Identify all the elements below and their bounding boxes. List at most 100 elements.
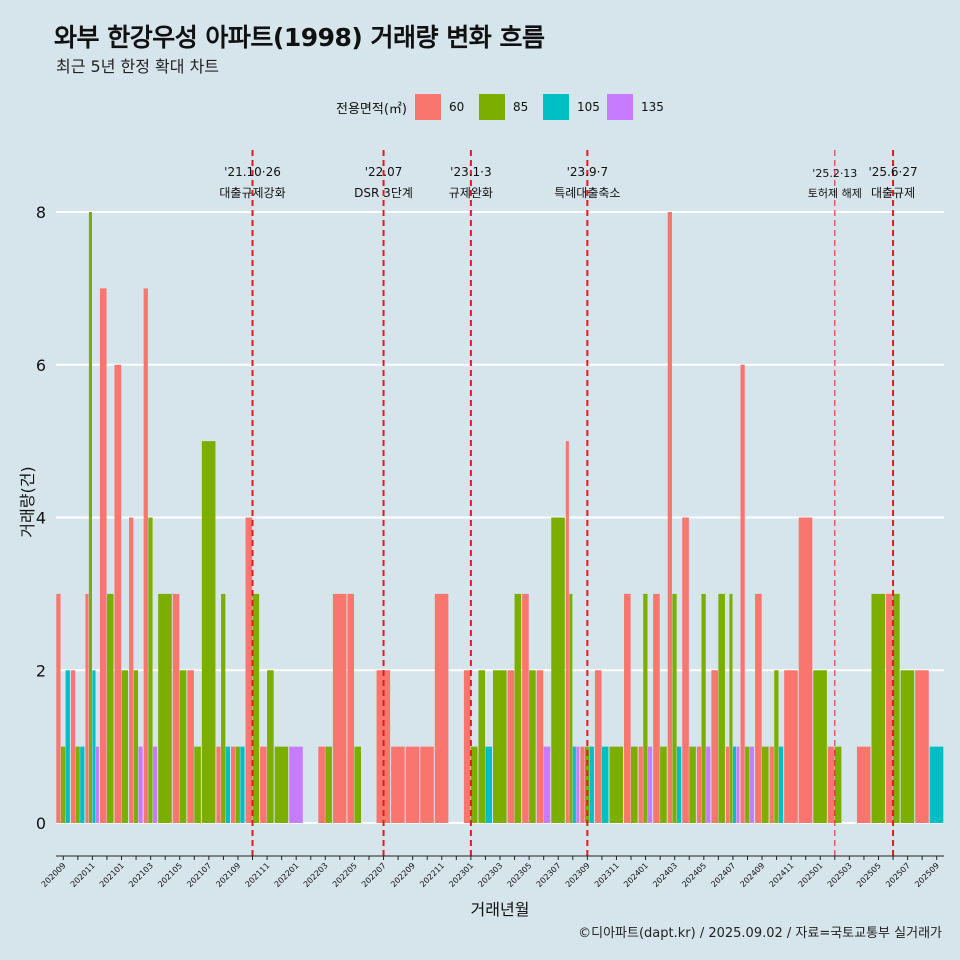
bar-60-202404 bbox=[682, 517, 689, 823]
chart-title: 와부 한강우성 아파트(1998) 거래량 변화 흐름 bbox=[54, 23, 545, 52]
bar-85-202502 bbox=[834, 746, 842, 824]
bar-85-202405 bbox=[701, 593, 706, 824]
bar-60-202309 bbox=[580, 746, 585, 824]
x-tick-label: 202507 bbox=[884, 861, 912, 889]
bar-60-202203 bbox=[318, 746, 325, 824]
x-axis: 202009 202011 202101 202103 202105 202107 2021… bbox=[40, 855, 944, 889]
x-tick-label: 202209 bbox=[389, 861, 417, 889]
x-tick-label: 202309 bbox=[564, 861, 592, 889]
bar-135-202011 bbox=[95, 746, 99, 824]
x-tick-label: 202403 bbox=[651, 861, 679, 889]
y-axis-title: 거래량(건) bbox=[18, 466, 37, 537]
annotation-date: '23.9·7 bbox=[567, 165, 608, 179]
bar-85-202012 bbox=[106, 593, 114, 824]
bar-60-202205 bbox=[347, 593, 355, 824]
x-tick-label: 202101 bbox=[98, 861, 126, 889]
bar-60-202406 bbox=[711, 670, 718, 823]
bar-85-202410 bbox=[774, 670, 779, 823]
y-tick-label: 2 bbox=[36, 661, 46, 680]
bar-60-202208 bbox=[391, 746, 405, 824]
bar-105-202009 bbox=[65, 670, 70, 823]
annotation-date: '23.1·3 bbox=[450, 165, 491, 179]
bar-60-202401 bbox=[638, 746, 643, 824]
x-tick-label: 202211 bbox=[418, 861, 446, 889]
bar-85-202305 bbox=[529, 670, 536, 823]
x-tick-label: 202311 bbox=[593, 861, 621, 889]
bar-105-202410 bbox=[778, 746, 784, 824]
legend-item-60: 60 bbox=[414, 94, 473, 120]
bar-105-202310 bbox=[601, 746, 609, 824]
bar-135-202308 bbox=[576, 746, 580, 824]
bar-60-202207 bbox=[376, 670, 391, 823]
x-tick-label: 202107 bbox=[185, 861, 213, 889]
bar-105-202010 bbox=[80, 746, 85, 824]
bar-85-202205 bbox=[354, 746, 362, 824]
bar-60-202102 bbox=[129, 517, 134, 823]
x-tick-label: 202509 bbox=[913, 861, 941, 889]
bar-135-202306 bbox=[543, 746, 551, 824]
x-tick-label: 202501 bbox=[797, 861, 825, 889]
legend-label-135: 135 bbox=[640, 100, 664, 114]
bar-60-202502 bbox=[827, 746, 835, 824]
annotation-date: '21.10·26 bbox=[224, 165, 281, 179]
x-tick-label: 202407 bbox=[709, 861, 737, 889]
bar-60-202310 bbox=[594, 670, 602, 823]
bar-85-202107 bbox=[201, 441, 216, 824]
annotation-date: '22.07 bbox=[365, 165, 403, 179]
bar-60-202106 bbox=[187, 670, 194, 823]
bar-60-202109 bbox=[230, 746, 236, 824]
legend-label-85: 85 bbox=[512, 100, 529, 114]
x-tick-label: 202009 bbox=[40, 861, 68, 889]
bar-85-202402 bbox=[660, 746, 667, 824]
bar-60-202011 bbox=[85, 593, 89, 824]
bar-85-202109 bbox=[235, 746, 240, 824]
bar-135-202201 bbox=[289, 746, 303, 824]
bar-105-202309 bbox=[589, 746, 594, 824]
bar-105-202109 bbox=[240, 746, 245, 824]
x-axis-title: 거래년월 bbox=[471, 900, 530, 919]
x-tick-label: 202109 bbox=[214, 861, 242, 889]
bar-85-202009 bbox=[60, 746, 66, 824]
bar-135-202408 bbox=[749, 746, 755, 824]
bar-60-202408 bbox=[740, 364, 745, 823]
legend-label-60: 60 bbox=[448, 100, 465, 114]
x-tick-label: 202505 bbox=[855, 861, 883, 889]
annotation-label: 특례대출축소 bbox=[554, 186, 620, 200]
bar-85-202501 bbox=[813, 670, 827, 823]
bar-85-202404 bbox=[689, 746, 696, 824]
x-tick-label: 202201 bbox=[273, 861, 301, 889]
bar-135-202102 bbox=[138, 746, 143, 824]
x-tick-label: 202111 bbox=[244, 861, 272, 889]
x-tick-label: 202203 bbox=[302, 861, 330, 889]
bar-60-202301 bbox=[463, 670, 471, 823]
legend-swatch-105 bbox=[542, 94, 569, 120]
bar-85-202301 bbox=[470, 746, 478, 824]
bar-60-202312 bbox=[624, 593, 631, 824]
bar-60-202504 bbox=[856, 746, 871, 824]
x-tick-label: 202105 bbox=[156, 861, 184, 889]
legend-swatch-60 bbox=[414, 94, 441, 120]
bar-135-202407 bbox=[736, 746, 740, 824]
bar-60-202508 bbox=[915, 670, 929, 823]
bar-60-202409 bbox=[755, 593, 762, 824]
bar-60-202411 bbox=[784, 670, 798, 823]
bar-135-202103 bbox=[152, 746, 158, 824]
bar-85-202307 bbox=[551, 517, 565, 823]
bar-85-202302 bbox=[478, 670, 486, 823]
bar-60-202111 bbox=[260, 746, 267, 824]
y-tick-label: 6 bbox=[36, 356, 46, 375]
bar-60-202105 bbox=[172, 593, 180, 824]
x-tick-label: 202307 bbox=[535, 861, 563, 889]
bar-60-202010 bbox=[70, 670, 76, 823]
bar-85-202011 bbox=[88, 212, 92, 823]
bar-85-202407 bbox=[729, 593, 733, 824]
bar-105-202108 bbox=[225, 746, 230, 824]
annotations: '21.10·26 대출규제강화 '22.07 DSR 3단계 '23.1·3 규제완화 '… bbox=[219, 150, 918, 856]
legend-item-135: 135 bbox=[606, 94, 665, 120]
bar-60-202305 bbox=[522, 593, 529, 824]
y-axis: 0 2 4 6 8 bbox=[36, 203, 46, 833]
bar-85-202111 bbox=[267, 670, 274, 823]
x-tick-label: 202301 bbox=[447, 861, 475, 889]
x-tick-label: 202303 bbox=[476, 861, 504, 889]
